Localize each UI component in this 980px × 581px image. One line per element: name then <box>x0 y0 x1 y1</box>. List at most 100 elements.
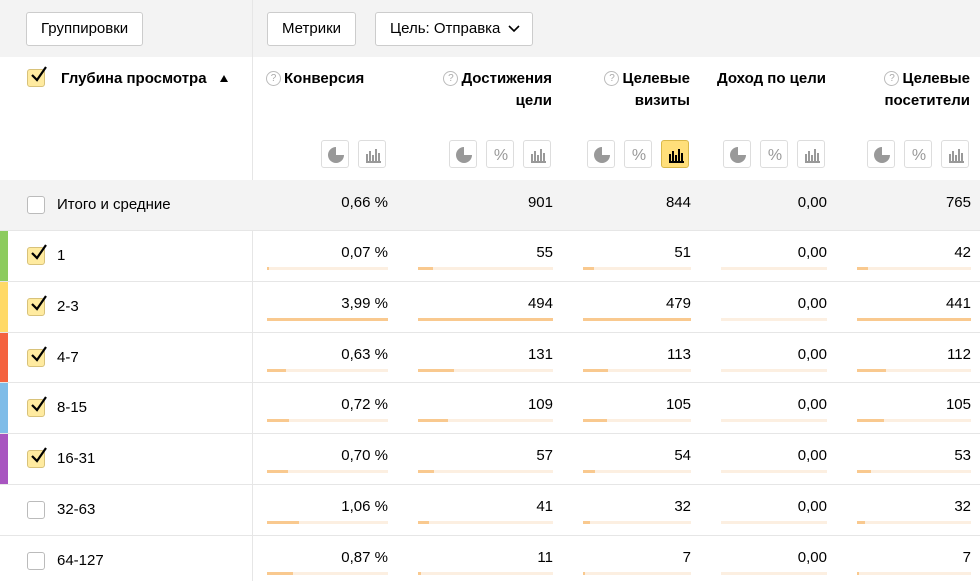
bar <box>583 470 596 474</box>
dimension-header[interactable]: Глубина просмотра <box>61 68 229 90</box>
column-label: Достижения цели <box>461 70 552 109</box>
cell-value: 32 <box>674 498 691 515</box>
pct-view-button[interactable]: % <box>904 140 932 168</box>
column-header[interactable]: Доход по цели <box>714 68 826 90</box>
bar-track <box>418 470 553 474</box>
row-separator <box>0 331 980 333</box>
column-header[interactable]: ? Достижения цели <box>411 68 552 112</box>
bar-track <box>857 368 971 372</box>
row-color <box>0 332 8 383</box>
groupings-button[interactable]: Группировки <box>26 12 144 46</box>
bars-view-button[interactable] <box>661 140 689 168</box>
bar-track <box>418 571 553 575</box>
cell-value: 0,00 <box>797 548 827 566</box>
cell-value: 131 <box>527 345 553 363</box>
bar <box>418 317 553 321</box>
bar <box>857 521 866 524</box>
bar <box>267 317 388 321</box>
dimension-checkbox[interactable] <box>27 66 47 87</box>
dimension-label: Глубина просмотра <box>61 70 207 87</box>
bar <box>857 470 871 474</box>
row-checkbox[interactable] <box>27 447 47 469</box>
row-color <box>0 231 8 281</box>
pie-view-button[interactable] <box>867 140 895 168</box>
row-checkbox[interactable] <box>27 396 47 418</box>
bar-track <box>721 419 827 423</box>
divider <box>252 0 253 581</box>
cell-value: 57 <box>536 447 553 465</box>
bar-track <box>721 368 827 372</box>
pie-view-button[interactable] <box>587 140 615 168</box>
help-icon[interactable]: ? <box>266 71 281 86</box>
row-checkbox[interactable] <box>27 501 45 519</box>
row-label: 32-63 <box>57 501 96 518</box>
column-header[interactable]: ? Целевые визиты <box>576 68 690 112</box>
svg-text:%: % <box>632 147 646 164</box>
column-label: Целевые посетители <box>884 70 970 109</box>
row-color <box>0 281 8 332</box>
pct-view-button[interactable]: % <box>760 140 788 168</box>
help-icon[interactable]: ? <box>884 71 900 86</box>
cell-value: 11 <box>537 548 553 566</box>
pie-view-button[interactable] <box>723 140 751 168</box>
cell-value: 109 <box>527 396 553 414</box>
svg-text:%: % <box>912 147 926 164</box>
bar-track <box>418 419 553 423</box>
column-header[interactable]: ? Целевые посетители <box>850 68 970 112</box>
bar <box>857 267 868 270</box>
metrics-button[interactable]: Метрики <box>267 12 357 46</box>
cell-value: 0,72 % <box>341 396 388 414</box>
help-icon[interactable]: ? <box>443 71 459 86</box>
cell-value: 51 <box>674 244 691 261</box>
bar <box>267 368 287 372</box>
row-color <box>0 383 8 434</box>
bar <box>418 267 434 270</box>
row-checkbox[interactable] <box>27 244 47 265</box>
goal-select[interactable]: Цель: Отправка <box>375 12 534 46</box>
cell-value: 0,07 % <box>341 244 388 261</box>
row-label: 2-3 <box>57 297 79 315</box>
bars-view-button[interactable] <box>797 140 825 168</box>
cell-value: 479 <box>665 294 691 312</box>
bar-track <box>267 368 388 372</box>
bar <box>267 470 289 474</box>
column-header[interactable]: ? Конверсия <box>266 68 387 90</box>
cell-value: 112 <box>947 345 971 363</box>
bar-track <box>583 521 691 524</box>
cell-value: 441 <box>945 294 971 312</box>
bar-track <box>583 571 691 575</box>
column-label: Конверсия <box>284 70 365 87</box>
column-label: Целевые визиты <box>622 70 690 109</box>
bar <box>583 267 595 270</box>
cell-value: 7 <box>962 548 971 566</box>
pct-view-button[interactable]: % <box>486 140 514 168</box>
bar <box>267 419 289 423</box>
bars-view-button[interactable] <box>941 140 969 168</box>
row-checkbox[interactable] <box>27 551 45 570</box>
pie-view-button[interactable] <box>449 140 477 168</box>
row-checkbox[interactable] <box>27 295 47 316</box>
bar <box>418 419 448 423</box>
bar-track <box>418 521 553 524</box>
cell-value: 0,00 <box>797 345 827 363</box>
help-icon[interactable]: ? <box>604 71 620 86</box>
cell-value: 55 <box>536 244 553 261</box>
pie-view-button[interactable] <box>321 140 349 168</box>
check <box>31 66 47 82</box>
row-checkbox[interactable] <box>27 345 47 367</box>
bar-track <box>721 317 827 321</box>
bars-view-button[interactable] <box>358 140 386 168</box>
bar-track <box>721 571 827 575</box>
cell-value: 3,99 % <box>341 294 388 312</box>
bars-view-button[interactable] <box>523 140 551 168</box>
cell-value: 7 <box>682 548 691 566</box>
bar-track <box>267 470 388 474</box>
svg-text:%: % <box>768 147 782 164</box>
row-label: Итого и средние <box>57 196 171 213</box>
row-checkbox[interactable] <box>27 196 45 214</box>
bar <box>583 368 609 372</box>
row-separator <box>0 484 980 485</box>
pct-view-button[interactable]: % <box>624 140 652 168</box>
cell-value: 42 <box>954 244 971 261</box>
bar-track <box>418 267 553 270</box>
